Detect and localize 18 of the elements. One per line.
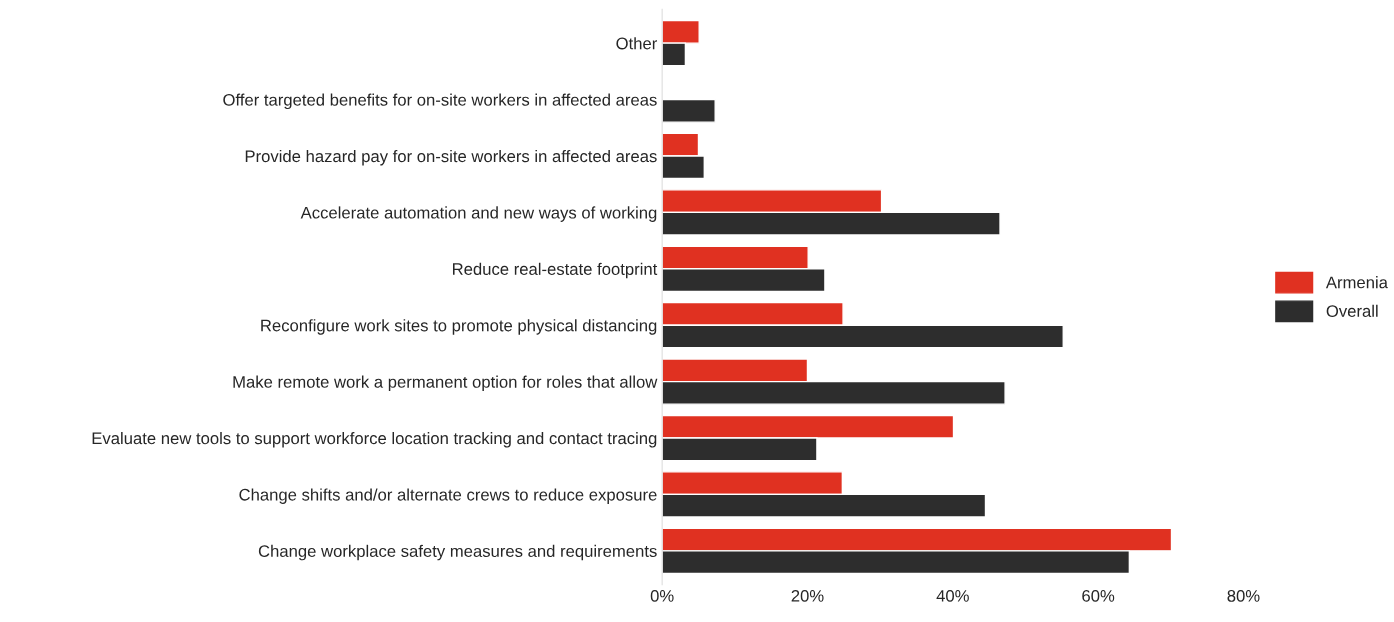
legend-label: Overall [1326,304,1378,317]
y-tick-label: Reduce real-estate footprint [453,262,658,279]
y-tick-label: Provide hazard pay for on-site workers in affected areas [245,149,657,166]
x-tick-label: 0% [650,589,674,602]
x-tick-label: 80% [1227,589,1260,602]
y-tick-label: Make remote work a permanent option for roles that allow [233,375,658,392]
y-tick-label: Other [616,37,658,50]
bar [662,98,716,123]
y-tick-label: Reconfigure work sites to promote physical distancing [261,319,657,335]
x-tick-label: 40% [936,589,969,602]
y-tick-label: Offer targeted benefits for on-site workers in affected areas [223,93,657,110]
x-tick-label: 20% [791,589,824,602]
y-tick-label: Change shifts and/or alternate crews to reduce exposure [239,488,657,504]
y-tick-label: Accelerate automation and new ways of working [300,206,657,222]
y-tick-label: Evaluate new tools to support workforce location tracking and contact tracing [92,431,657,448]
y-tick-label: Change workplace safety measures and requirements [258,544,657,561]
legend-label: Armenia [1325,276,1388,289]
x-tick-label: 60% [1082,589,1115,602]
